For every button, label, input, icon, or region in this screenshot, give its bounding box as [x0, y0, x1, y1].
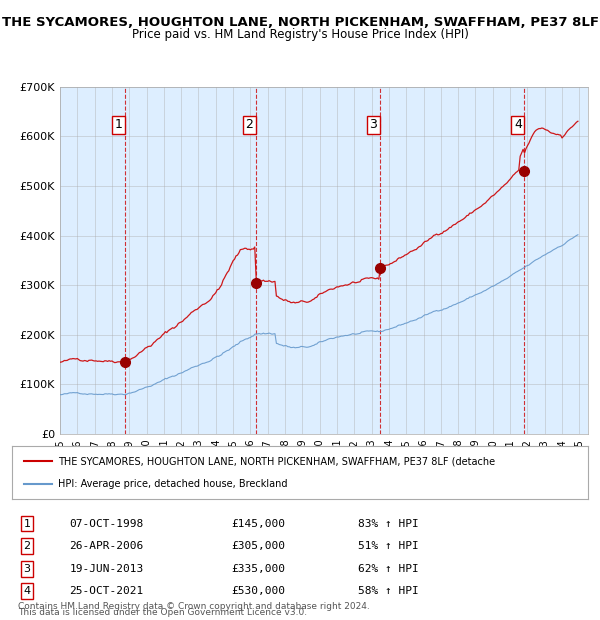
Text: 4: 4: [23, 587, 31, 596]
Text: 62% ↑ HPI: 62% ↑ HPI: [358, 564, 418, 574]
Text: Contains HM Land Registry data © Crown copyright and database right 2024.: Contains HM Land Registry data © Crown c…: [18, 601, 370, 611]
Text: THE SYCAMORES, HOUGHTON LANE, NORTH PICKENHAM, SWAFFHAM, PE37 8LF: THE SYCAMORES, HOUGHTON LANE, NORTH PICK…: [1, 16, 599, 29]
Text: HPI: Average price, detached house, Breckland: HPI: Average price, detached house, Brec…: [58, 479, 287, 489]
Text: 25-OCT-2021: 25-OCT-2021: [70, 587, 144, 596]
Text: 83% ↑ HPI: 83% ↑ HPI: [358, 519, 418, 529]
Text: This data is licensed under the Open Government Licence v3.0.: This data is licensed under the Open Gov…: [18, 608, 307, 617]
Text: 19-JUN-2013: 19-JUN-2013: [70, 564, 144, 574]
Text: £145,000: £145,000: [231, 519, 285, 529]
Text: 4: 4: [514, 118, 522, 131]
Text: THE SYCAMORES, HOUGHTON LANE, NORTH PICKENHAM, SWAFFHAM, PE37 8LF (detache: THE SYCAMORES, HOUGHTON LANE, NORTH PICK…: [58, 456, 495, 466]
Text: 1: 1: [23, 519, 31, 529]
Text: 2: 2: [23, 541, 31, 551]
Text: 3: 3: [23, 564, 31, 574]
Text: 58% ↑ HPI: 58% ↑ HPI: [358, 587, 418, 596]
Text: Price paid vs. HM Land Registry's House Price Index (HPI): Price paid vs. HM Land Registry's House …: [131, 28, 469, 41]
Text: £335,000: £335,000: [231, 564, 285, 574]
Text: 3: 3: [370, 118, 377, 131]
Text: 51% ↑ HPI: 51% ↑ HPI: [358, 541, 418, 551]
Text: 07-OCT-1998: 07-OCT-1998: [70, 519, 144, 529]
Text: £530,000: £530,000: [231, 587, 285, 596]
Text: £305,000: £305,000: [231, 541, 285, 551]
Text: 1: 1: [115, 118, 123, 131]
Text: 26-APR-2006: 26-APR-2006: [70, 541, 144, 551]
Text: 2: 2: [245, 118, 253, 131]
